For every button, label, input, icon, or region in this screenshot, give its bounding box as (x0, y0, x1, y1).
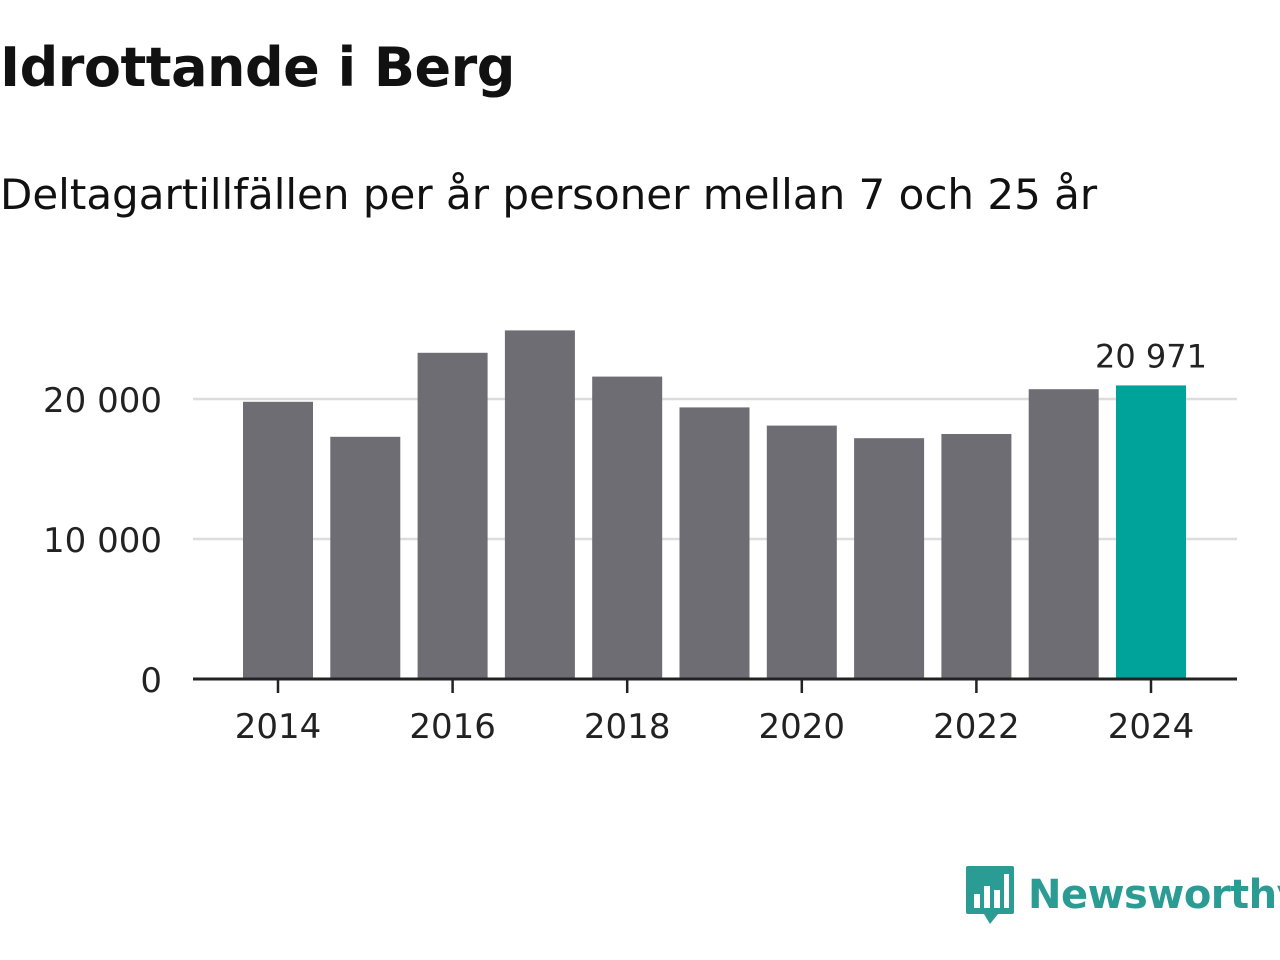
bar-2022 (941, 434, 1012, 679)
bar-2015 (330, 436, 401, 679)
bar-2014 (243, 401, 313, 679)
bar-2020 (766, 425, 837, 679)
brand-logo: Newsworthy (964, 864, 1280, 926)
bar-2018 (592, 376, 663, 679)
x-tick-label-2016: 2016 (409, 707, 496, 747)
chart-subtitle: Deltagartillfällen per år personer mella… (0, 170, 1098, 219)
bar-2016 (417, 352, 488, 679)
x-tick-label-2024: 2024 (1108, 707, 1195, 747)
x-tick-label-2020: 2020 (759, 707, 846, 747)
bar-2023 (1028, 389, 1099, 679)
x-tick-label-2022: 2022 (933, 707, 1020, 747)
bar-chart-speech-bubble-icon (966, 866, 1014, 924)
y-tick-label-0: 0 (140, 661, 162, 701)
chart-title: Idrottande i Berg (0, 36, 515, 99)
data-label-2024: 20 971 (1095, 337, 1207, 375)
brand-name: Newsworthy (1028, 872, 1280, 918)
x-tick-label-2014: 2014 (235, 707, 322, 747)
bar-2021 (854, 438, 925, 679)
x-tick-label-2018: 2018 (584, 707, 671, 747)
bar-2017 (504, 330, 575, 679)
bar-2024 (1116, 385, 1186, 679)
bar-2019 (679, 407, 750, 679)
y-tick-label-20000: 20 000 (43, 381, 162, 421)
y-tick-label-10000: 10 000 (43, 521, 162, 561)
